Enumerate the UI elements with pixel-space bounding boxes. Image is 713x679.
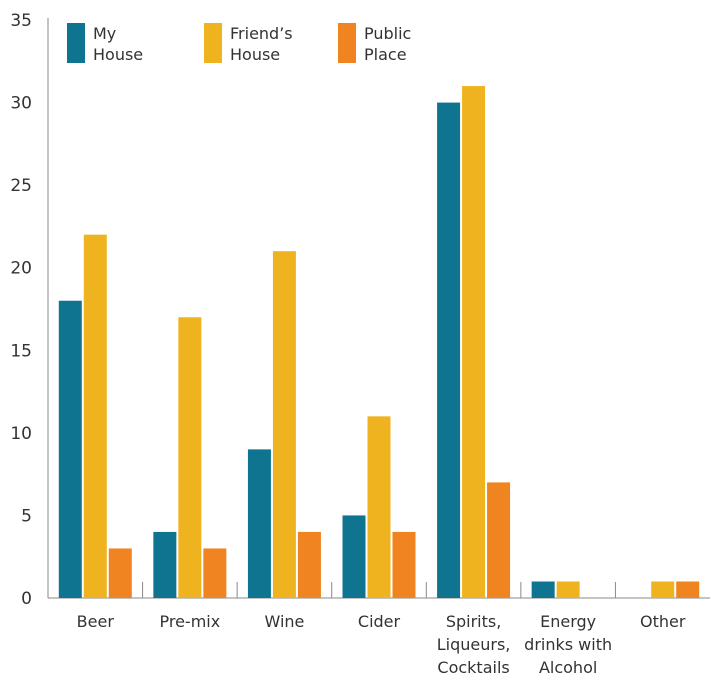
bar-1-6 [651,581,674,598]
x-category-label-line: Spirits, [446,612,501,631]
y-tick-label: 5 [21,506,32,526]
x-category-label: Beer [77,612,115,631]
legend-label-line: Public [364,24,411,43]
bar-2-1 [203,548,226,598]
bar-0-2 [248,449,271,598]
legend-label-0: My House [93,24,143,64]
x-category-label: Energy drinks with Alcohol [524,612,612,677]
y-tick-label: 35 [10,11,32,31]
legend-label-2: Public Place [364,24,411,64]
bar-2-2 [298,532,321,598]
bar-2-6 [676,581,699,598]
bar-1-2 [273,251,296,598]
legend-label-line: House [93,45,143,64]
x-category-label-line: Beer [77,612,115,631]
x-category-label-line: Cider [358,612,401,631]
legend-swatch-0 [67,23,85,63]
bar-2-3 [393,532,416,598]
y-tick-label: 25 [10,176,32,196]
bar-1-3 [368,416,391,598]
bar-1-1 [178,317,201,598]
bar-1-5 [557,581,580,598]
x-category-label: Spirits, Liqueurs, Cocktails [437,612,511,677]
legend-label-line: My [93,24,116,43]
legend-label-line: House [230,45,280,64]
y-axis: 0 5 10 15 20 25 30 35 [10,11,48,609]
legend-swatch-1 [204,23,222,63]
bar-0-0 [59,301,82,598]
y-tick-label: 30 [10,94,32,114]
y-tick-label: 0 [21,589,32,609]
legend-label-line: Place [364,45,407,64]
y-tick-label: 20 [10,259,32,279]
x-category-label: Cider [358,612,401,631]
bar-0-4 [437,103,460,598]
x-category-label-line: Wine [264,612,304,631]
bar-0-3 [343,515,366,598]
x-category-label-line: drinks with [524,635,612,654]
x-category-label-line: Cocktails [437,658,509,677]
x-category-label-line: Pre-mix [159,612,220,631]
x-category-label: Pre-mix [159,612,220,631]
bar-0-1 [153,532,176,598]
bar-2-0 [109,548,132,598]
legend-swatch-2 [338,23,356,63]
x-category-label: Other [640,612,686,631]
bar-2-4 [487,482,510,598]
legend-label-1: Friend’s House [230,24,293,64]
legend-label-line: Friend’s [230,24,293,43]
x-category-label-line: Energy [540,612,596,631]
x-category-label-line: Other [640,612,686,631]
y-tick-label: 10 [10,424,32,444]
bars [59,86,699,598]
y-tick-label: 15 [10,341,32,361]
x-category-label: Wine [264,612,304,631]
legend: My House Friend’s House Public Place [67,23,411,64]
bar-1-0 [84,235,107,598]
bar-1-4 [462,86,485,598]
x-category-label-line: Liqueurs, [437,635,511,654]
bar-0-5 [532,581,555,598]
x-category-label-line: Alcohol [539,658,597,677]
